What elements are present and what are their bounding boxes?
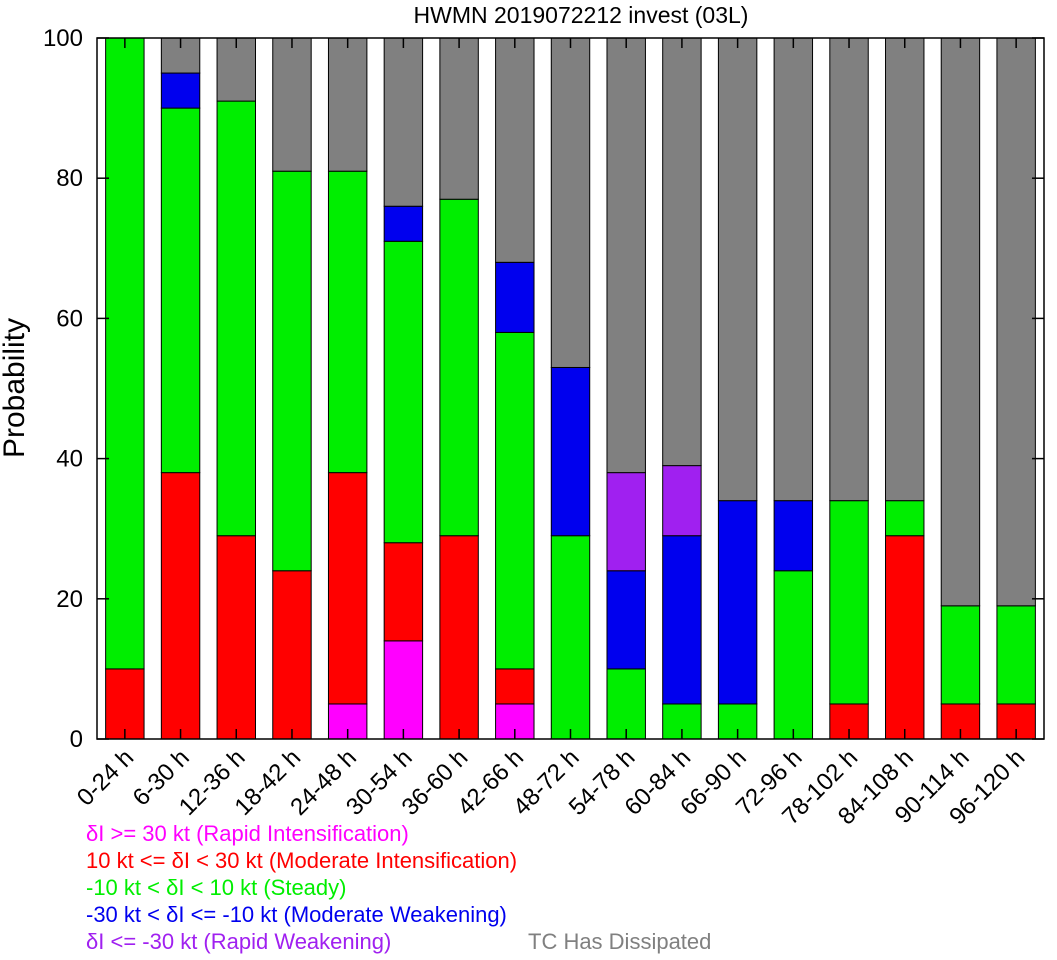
bar-segment-2-16 (996, 605, 1036, 705)
y-tick-label: 80 (56, 165, 83, 192)
bar-segment-1-7 (495, 668, 535, 705)
legend-entry-moderate-weakening: -30 kt < δI <= -10 kt (Moderate Weakenin… (86, 902, 507, 927)
y-axis-label: Probability (0, 318, 31, 458)
bar-segment-5-3 (272, 37, 312, 172)
bar-segment-5-5 (383, 37, 424, 207)
bar-segment-1-5 (383, 542, 424, 642)
bars-layer (105, 37, 1036, 740)
bar-segment-5-11 (717, 37, 758, 502)
bar-segment-5-9 (606, 37, 646, 474)
bar-segment-5-13 (829, 37, 869, 502)
legend-entry-rapid-weakening: δI <= -30 kt (Rapid Weakening) (86, 929, 392, 954)
bar-segment-4-10 (662, 465, 702, 537)
y-tick-label: 40 (56, 446, 83, 473)
bar-segment-4-9 (606, 472, 646, 572)
bar-segment-2-15 (940, 605, 981, 705)
bar-segment-2-2 (216, 100, 256, 537)
bar-segment-2-13 (829, 500, 869, 705)
bar-segment-5-14 (885, 37, 925, 502)
bar-segment-1-1 (160, 472, 201, 740)
bar-segment-2-9 (606, 668, 646, 740)
bar-segment-1-6 (439, 535, 479, 740)
bar-segment-5-2 (216, 37, 256, 102)
bar-segment-2-7 (495, 331, 535, 670)
bar-segment-5-7 (495, 37, 535, 263)
bar-segment-1-3 (272, 570, 312, 740)
y-tick-label: 20 (56, 586, 83, 613)
bar-segment-5-16 (996, 37, 1036, 607)
legend-entry-tc-dissipated: TC Has Dissipated (528, 929, 712, 954)
bar-segment-2-8 (550, 535, 591, 740)
bar-segment-3-10 (662, 535, 702, 705)
bar-segment-2-12 (773, 570, 814, 740)
bar-segment-5-8 (550, 37, 591, 368)
bar-segment-3-12 (773, 500, 814, 572)
axes-layer (96, 37, 1045, 740)
bar-segment-2-3 (272, 170, 312, 572)
bar-segment-2-0 (105, 37, 145, 670)
bar-segment-1-2 (216, 535, 256, 740)
bar-segment-2-6 (439, 198, 479, 537)
bar-segment-2-4 (327, 170, 368, 474)
bar-segment-2-1 (160, 107, 201, 474)
bar-segment-3-9 (606, 570, 646, 670)
bar-segment-3-11 (717, 500, 758, 705)
y-tick-label: 100 (43, 25, 83, 52)
bar-segment-2-5 (383, 240, 424, 544)
bar-segment-2-14 (885, 500, 925, 537)
y-tick-label: 0 (70, 726, 83, 753)
bar-segment-1-14 (885, 535, 925, 740)
bar-segment-5-10 (662, 37, 702, 467)
bar-segment-0-5 (383, 640, 424, 740)
legend-entry-moderate-intensification: 10 kt <= δI < 30 kt (Moderate Intensific… (86, 848, 518, 873)
legend-entry-rapid-intensification: δI >= 30 kt (Rapid Intensification) (86, 821, 409, 846)
bar-segment-5-12 (773, 37, 814, 502)
chart-title: HWMN 2019072212 invest (03L) (414, 2, 749, 28)
bar-segment-3-7 (495, 261, 535, 333)
y-tick-labels: 0 20 40 60 80 100 (43, 25, 83, 753)
bar-segment-3-5 (383, 205, 424, 242)
x-tick-labels: 0-24 h6-30 h12-36 h18-42 h24-48 h30-54 h… (72, 744, 1030, 830)
bar-segment-3-1 (160, 72, 201, 109)
bar-segment-1-4 (327, 472, 368, 705)
legend-entry-steady: -10 kt < δI < 10 kt (Steady) (86, 875, 347, 900)
bar-segment-3-8 (550, 366, 591, 537)
x-tick-label: 0-24 h (72, 744, 139, 811)
bar-segment-5-4 (327, 37, 368, 172)
bar-segment-1-0 (105, 668, 145, 740)
y-tick-label: 60 (56, 305, 83, 332)
bar-segment-5-15 (940, 37, 981, 607)
bar-segment-5-6 (439, 37, 479, 200)
